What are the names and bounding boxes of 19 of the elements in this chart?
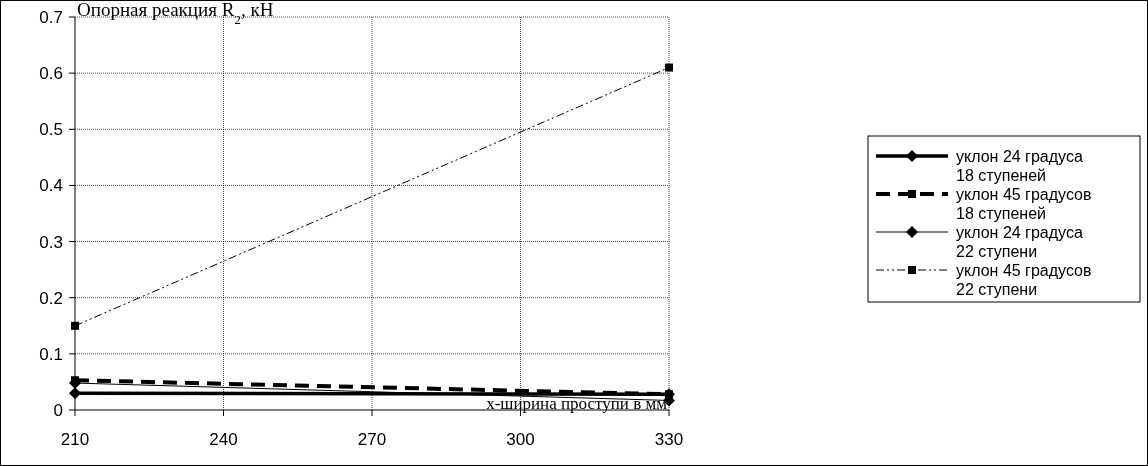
x-tick-label: 300 [506,430,535,449]
y-tick-label: 0.5 [39,120,63,140]
legend-label: уклон 45 градусов 22 ступени [956,261,1092,298]
y-tick-label: 0.7 [39,7,63,27]
x-tick-label: 240 [209,430,238,449]
y-axis-title: Опорная реакция R$_{2}$, кН [77,0,274,27]
point [71,321,79,330]
x-tick-label: 210 [60,430,90,449]
point [69,387,81,400]
y-tick-label: 0.2 [39,288,63,308]
x-tick-label: 270 [357,430,387,449]
y-tick-label: 0.3 [39,232,63,252]
x-tick-label: 330 [654,430,684,449]
y-tick-label: 0.1 [39,344,63,364]
y-tick-label: 0 [53,400,63,420]
y-tick-label: 0.4 [39,176,63,196]
y-tick-label: 0.6 [39,64,63,84]
x-axis-title: x-ширина проступи в мм [486,394,668,413]
point [665,63,673,72]
